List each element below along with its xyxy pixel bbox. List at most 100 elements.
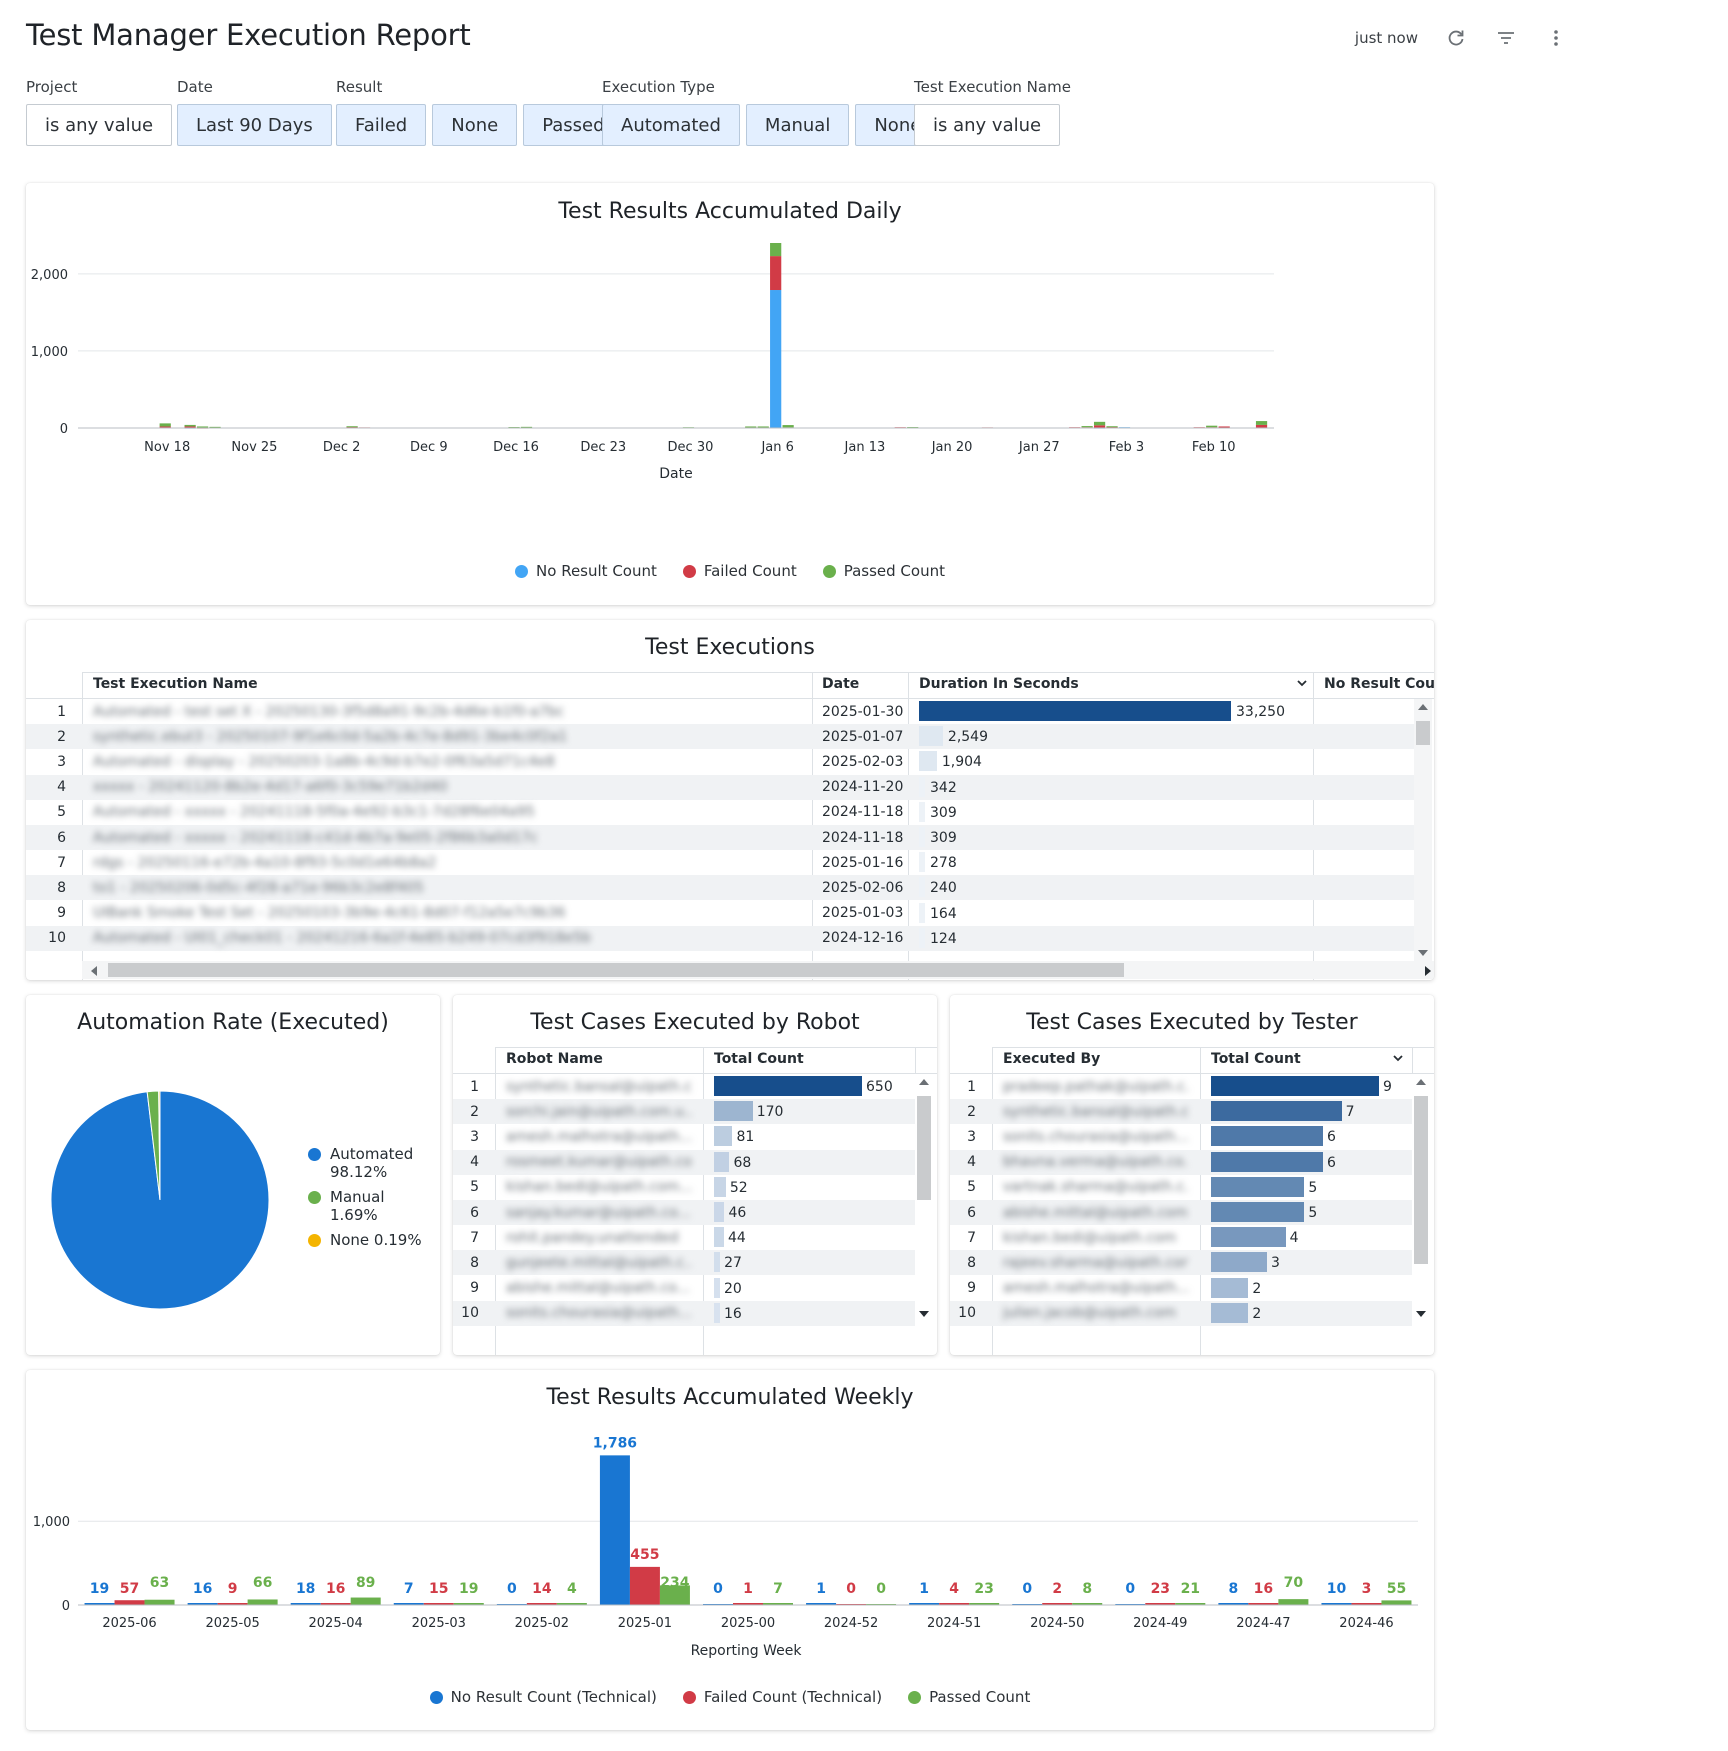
table-row[interactable]: 4 xxxxx - 20241120-8b2e-4d17-a6f0-3c59e71…: [26, 774, 1414, 800]
scroll-up-icon[interactable]: [1416, 1078, 1426, 1086]
sort-chevron-down-icon[interactable]: [1391, 1051, 1405, 1069]
daily-bar-failed[interactable]: [770, 256, 782, 291]
name-cell[interactable]: kishan.bedi@uipath.com...: [506, 1179, 691, 1196]
weekly-bar[interactable]: [1072, 1603, 1103, 1605]
test-execution-name[interactable]: Automated - display - 20250203-1a8b-4c9d…: [93, 753, 555, 770]
filter-chip-failed[interactable]: Failed: [336, 104, 427, 146]
table-row[interactable]: 5 vartnak.sharma@uipath.c... 5: [950, 1175, 1412, 1200]
col-header-total-count[interactable]: Total Count: [714, 1051, 804, 1067]
col-header-robot-name[interactable]: Robot Name: [506, 1051, 603, 1067]
table-row[interactable]: 4 bhavna.verma@uipath.co... 6: [950, 1149, 1412, 1175]
weekly-bar[interactable]: [763, 1603, 793, 1605]
daily-bar-passed[interactable]: [196, 426, 209, 428]
weekly-bar[interactable]: [599, 1455, 630, 1605]
col-header-name[interactable]: Test Execution Name: [93, 676, 258, 692]
legend-item[interactable]: No Result Count: [515, 562, 657, 580]
name-cell[interactable]: gunjeete.mittal@uipath.c...: [506, 1254, 691, 1271]
test-execution-name[interactable]: Automated - xxxxx - 20241118-5f0a-4e92-b…: [93, 804, 535, 821]
daily-bar-failed[interactable]: [1106, 426, 1118, 428]
refresh-icon[interactable]: [1444, 26, 1468, 50]
daily-bar-passed[interactable]: [520, 426, 533, 428]
pie-slice-none[interactable]: [158, 1090, 161, 1201]
daily-bar-failed[interactable]: [184, 426, 196, 428]
table-row[interactable]: 5 Automated - xxxxx - 20241118-5f0a-4e92-…: [26, 800, 1414, 825]
daily-bar-passed[interactable]: [745, 426, 757, 428]
table-row[interactable]: 2 sorchi.jain@uipath.com.u... 170: [453, 1099, 915, 1125]
name-cell[interactable]: sanjay.kumar@uipath.co...: [506, 1204, 691, 1221]
name-cell[interactable]: vartnak.sharma@uipath.c...: [1003, 1179, 1188, 1196]
col-header-duration[interactable]: Duration In Seconds: [919, 676, 1079, 692]
name-cell[interactable]: synthetic.bansal@uipath.co...: [506, 1078, 691, 1095]
daily-bar-passed[interactable]: [346, 426, 358, 428]
weekly-bar[interactable]: [114, 1600, 145, 1605]
weekly-bar[interactable]: [1145, 1603, 1176, 1605]
col-header-date[interactable]: Date: [822, 676, 860, 692]
daily-bar-passed[interactable]: [1106, 426, 1118, 428]
weekly-bar[interactable]: [1278, 1599, 1309, 1605]
name-cell[interactable]: abishe.mittal@uipath.com: [1003, 1204, 1188, 1221]
executions-vscrollbar[interactable]: [1414, 699, 1432, 961]
scroll-thumb[interactable]: [917, 1096, 931, 1200]
name-cell[interactable]: sonits.chourasia@uipath...: [1003, 1128, 1188, 1145]
test-execution-name[interactable]: Automated - UI01_check01 - 20241216-6a1f…: [93, 930, 591, 947]
weekly-bar[interactable]: [1218, 1603, 1249, 1605]
name-cell[interactable]: sonits.chourasia@uipath...: [506, 1305, 691, 1322]
legend-item[interactable]: Automated 98.12%: [308, 1145, 422, 1181]
table-row[interactable]: 2 synthetic.bansal@uipath.com 7: [950, 1099, 1412, 1125]
robot-vscrollbar[interactable]: [915, 1074, 933, 1336]
sort-chevron-down-icon[interactable]: [1295, 676, 1309, 694]
table-row[interactable]: 10 sonits.chourasia@uipath... 16: [453, 1300, 915, 1326]
daily-bar-passed[interactable]: [184, 424, 196, 427]
table-row[interactable]: 9 UIBank Smoke Test Set - 20250103-3b9e-4…: [26, 901, 1414, 926]
test-execution-name[interactable]: to1 - 20250206-0d5c-4f28-a71e-96b3c2e8f4…: [93, 879, 424, 896]
filter-chip-none[interactable]: None: [432, 104, 518, 146]
weekly-bar[interactable]: [1381, 1600, 1412, 1605]
table-row[interactable]: 3 Automated - display - 20250203-1a8b-4c9…: [26, 749, 1414, 774]
weekly-bar[interactable]: [909, 1603, 940, 1605]
table-row[interactable]: 6 sanjay.kumar@uipath.co... 46: [453, 1200, 915, 1225]
weekly-bar[interactable]: [187, 1603, 218, 1605]
executions-hscrollbar[interactable]: [82, 961, 1434, 979]
table-row[interactable]: 7 rdgs - 20250116-e72b-4a10-8f93-5c0d1e64…: [26, 850, 1414, 875]
table-row[interactable]: 2 synthetic.ebut3 - 20250107-9f1e6c0d-5a2…: [26, 724, 1414, 750]
table-row[interactable]: 9 abishe.mittal@uipath.co... 20: [453, 1276, 915, 1301]
daily-bar-failed[interactable]: [1093, 425, 1106, 428]
weekly-bar[interactable]: [1248, 1603, 1279, 1605]
test-execution-name[interactable]: xxxxx - 20241120-8b2e-4d17-a6f0-3c59e71b…: [93, 779, 448, 796]
table-row[interactable]: 1 synthetic.bansal@uipath.co... 650: [453, 1074, 915, 1099]
daily-bar-passed[interactable]: [1081, 426, 1093, 428]
scroll-down-icon[interactable]: [1418, 949, 1428, 957]
name-cell[interactable]: amesh.malhotra@uipath...: [506, 1128, 691, 1145]
more-options-icon[interactable]: [1544, 26, 1568, 50]
weekly-bar[interactable]: [939, 1603, 970, 1605]
filter-chip-name-any[interactable]: is any value: [914, 104, 1061, 146]
weekly-bar[interactable]: [290, 1603, 321, 1605]
scroll-right-icon[interactable]: [1424, 966, 1432, 976]
weekly-bar[interactable]: [393, 1603, 424, 1605]
legend-item[interactable]: Manual 1.69%: [308, 1188, 422, 1224]
table-row[interactable]: 3 amesh.malhotra@uipath... 81: [453, 1124, 915, 1149]
legend-item[interactable]: Failed Count: [682, 562, 797, 580]
scroll-thumb[interactable]: [108, 963, 1124, 977]
daily-bar-passed[interactable]: [770, 243, 782, 257]
daily-bar-passed[interactable]: [1206, 425, 1218, 428]
weekly-bar[interactable]: [556, 1603, 587, 1605]
name-cell[interactable]: rosmeet.kumar@uipath.co...: [506, 1154, 691, 1171]
name-cell[interactable]: kishan.bedi@uipath.com: [1003, 1229, 1177, 1246]
test-execution-name[interactable]: rdgs - 20250116-e72b-4a10-8f93-5c0d1e64b…: [93, 854, 437, 871]
legend-item[interactable]: None 0.19%: [308, 1231, 422, 1249]
daily-bar-failed[interactable]: [159, 426, 171, 428]
weekly-bar[interactable]: [1175, 1603, 1206, 1605]
legend-item[interactable]: No Result Count (Technical): [429, 1688, 657, 1706]
weekly-bar[interactable]: [629, 1566, 660, 1605]
scroll-thumb[interactable]: [1414, 1096, 1428, 1264]
daily-bar-passed[interactable]: [209, 426, 221, 428]
name-cell[interactable]: rajeev.sharma@uipath.com: [1003, 1254, 1188, 1271]
weekly-bar[interactable]: [526, 1603, 557, 1605]
table-row[interactable]: 9 amesh.malhotra@uipath... 2: [950, 1276, 1412, 1301]
table-row[interactable]: 4 rosmeet.kumar@uipath.co... 68: [453, 1149, 915, 1175]
scroll-down-icon[interactable]: [1416, 1310, 1426, 1318]
legend-item[interactable]: Failed Count (Technical): [682, 1688, 882, 1706]
weekly-bar[interactable]: [733, 1603, 763, 1605]
test-execution-name[interactable]: UIBank Smoke Test Set - 20250103-3b9e-4c…: [93, 905, 566, 922]
